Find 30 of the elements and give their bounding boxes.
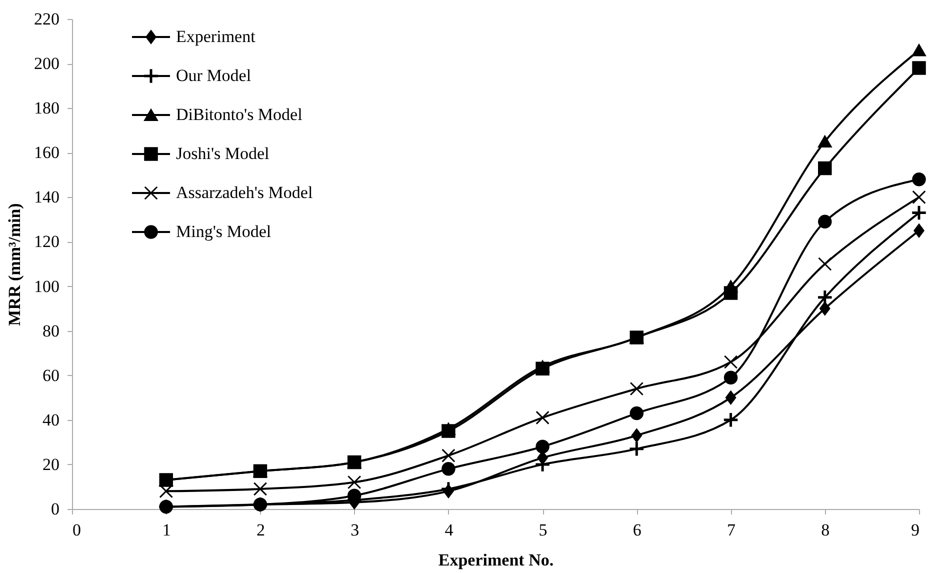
y-tick-label: 80	[42, 321, 60, 340]
x-axis-title: Experiment No.	[438, 550, 554, 570]
legend-label: DiBitonto's Model	[176, 105, 303, 124]
y-tick-label: 220	[34, 10, 60, 28]
legend-label: Our Model	[176, 66, 252, 85]
y-tick-label: 120	[34, 232, 60, 252]
legend-label: Assarzadeh's Model	[176, 183, 313, 202]
x-tick-label: 2	[256, 520, 265, 540]
legend-label: Joshi's Model	[176, 144, 270, 163]
y-axis-title: MRR (mm³/min)	[5, 203, 24, 326]
x-tick-label: 9	[911, 520, 920, 540]
y-tick-label: 180	[34, 98, 60, 118]
x-tick-label: 8	[821, 520, 830, 540]
legend-label: Ming's Model	[176, 222, 272, 241]
x-tick-label: 5	[538, 520, 548, 540]
x-tick-label: 1	[162, 520, 171, 540]
x-tick-label: 4	[444, 520, 454, 540]
y-tick-label: 200	[34, 54, 60, 74]
y-tick-label: 140	[34, 188, 60, 207]
x-tick-label: 6	[632, 520, 642, 540]
x-tick-label: 3	[350, 520, 360, 540]
y-tick-label: 100	[34, 276, 60, 296]
y-tick-label: 160	[34, 143, 60, 162]
legend-label: Experiment	[176, 27, 256, 46]
y-tick-label: 60	[42, 366, 60, 385]
x-tick-label: 7	[727, 520, 736, 540]
y-tick-label: 40	[42, 410, 60, 430]
y-tick-label: 20	[42, 454, 60, 474]
y-tick-label: 0	[51, 500, 60, 518]
x-tick-label: 0	[72, 520, 81, 540]
